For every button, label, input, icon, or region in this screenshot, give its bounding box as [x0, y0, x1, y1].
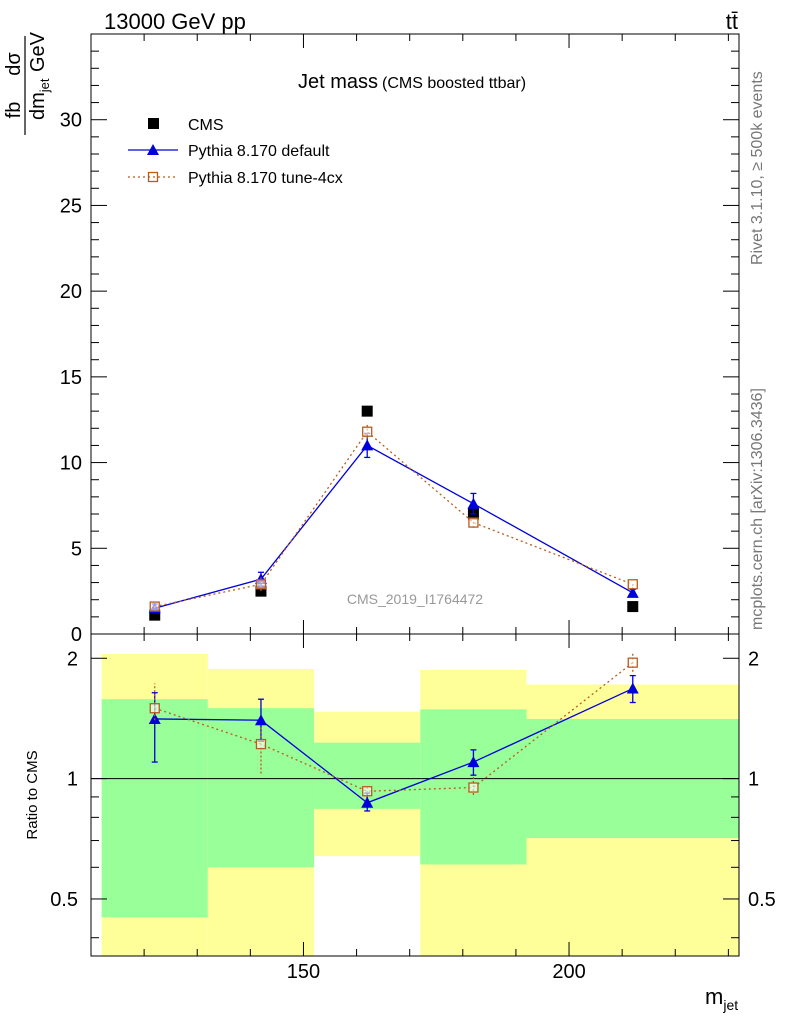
main-series-1-point-3	[467, 497, 480, 509]
ratio-panel: 150 200 0.5 0.5 1 1 2 2 Ratio to CMS mjet	[24, 633, 776, 1013]
legend-marker-default	[147, 144, 159, 155]
main-series-1-point-4	[626, 586, 639, 598]
analysis-watermark: CMS_2019_I1764472	[347, 591, 483, 607]
ratio-series-1-point-4	[627, 657, 638, 668]
ratio-y-tick-label-1: 1	[67, 769, 78, 791]
y-tick-label-5: 25	[60, 195, 82, 217]
x-tick-label-1: 200	[552, 961, 585, 983]
y-label-den-unit: GeV	[27, 31, 49, 72]
process-label: tt̄	[726, 9, 738, 34]
y-tick-label-1: 5	[71, 538, 82, 560]
main-series-0-point-0	[149, 609, 161, 621]
ratio-y-tick-label-right-2: 2	[748, 648, 759, 670]
energy-label: 13000 GeV pp	[104, 9, 246, 34]
ratio-series-0-point-4	[626, 682, 639, 694]
y-tick-label-0: 0	[71, 624, 82, 646]
legend-marker-cms	[148, 118, 159, 129]
main-series-0-point-4	[627, 601, 639, 613]
legend-label-tune: Pythia 8.170 tune-4cx	[188, 170, 343, 187]
ratio-frame	[90, 633, 740, 957]
x-axis-label: mjet	[705, 984, 738, 1013]
legend-marker-tune	[147, 171, 159, 183]
legend: CMS Pythia 8.170 default Pythia 8.170 tu…	[128, 117, 343, 187]
y-tick-label-4: 20	[60, 281, 82, 303]
main-series-1-point-2	[361, 439, 374, 451]
y-tick-label-2: 10	[60, 453, 82, 475]
ratio-series-1-point-1	[255, 738, 267, 750]
ratio-y-label: Ratio to CMS	[24, 750, 41, 839]
main-series-2-point-4	[627, 579, 638, 590]
ratio-series-1-point-3	[468, 782, 479, 793]
legend-label-cms: CMS	[188, 117, 224, 134]
main-series-2-point-1	[255, 579, 267, 590]
rivet-version-label: Rivet 3.1.10, ≥ 500k events	[749, 71, 766, 265]
y-label-den: dmjet	[27, 78, 52, 120]
chart-subtitle: (CMS boosted ttbar)	[382, 75, 526, 92]
legend-label-default: Pythia 8.170 default	[188, 143, 330, 160]
ratio-y-tick-label-right-1: 1	[748, 769, 759, 791]
ratio-y-tick-label-2: 2	[67, 648, 78, 670]
y-axis-label: dσ fb dmjet GeV	[3, 31, 52, 135]
y-tick-label-6: 30	[60, 110, 82, 132]
main-series-1-line	[154, 444, 634, 609]
main-series-2-point-3	[468, 517, 479, 528]
main-series-2-point-0	[149, 601, 160, 612]
ratio-series-1-point-2	[362, 786, 373, 797]
main-series-2-point-2	[362, 426, 373, 437]
y-tick-label-3: 15	[60, 367, 82, 389]
ratio-series-0-point-3	[467, 756, 480, 768]
y-label-num-unit: fb	[3, 102, 25, 119]
main-panel: 0 5 10 15 20 25 30 Jet mass (CMS boosted ttbar…	[3, 31, 740, 646]
ratio-y-tick-label-right-0: 0.5	[748, 889, 776, 911]
y-label-num: dσ	[3, 52, 25, 76]
ratio-y-tick-label-0: 0.5	[50, 889, 78, 911]
x-tick-label-0: 150	[287, 961, 320, 983]
ratio-series-0-point-1	[254, 714, 267, 726]
chart-title: Jet mass	[298, 71, 378, 93]
mcplots-label: mcplots.cern.ch [arXiv:1306.3436]	[749, 388, 766, 630]
main-series-2-line	[154, 430, 634, 608]
ratio-series-1-point-0	[149, 703, 160, 714]
main-series-0-point-2	[361, 405, 373, 417]
ratio-series-0-point-2	[361, 796, 374, 808]
